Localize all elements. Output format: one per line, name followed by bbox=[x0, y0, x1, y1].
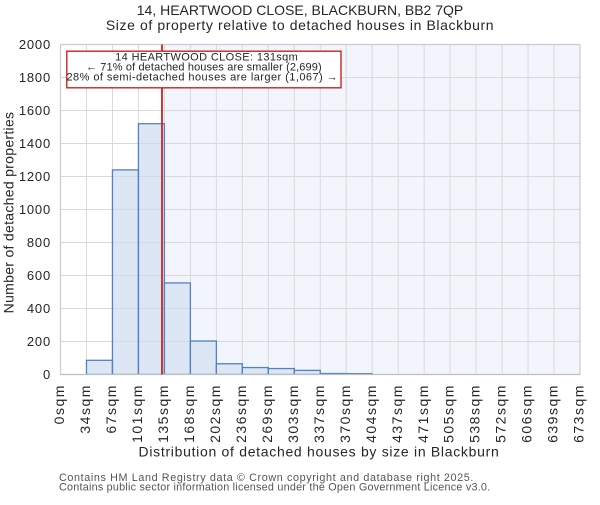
svg-text:1000: 1000 bbox=[19, 202, 51, 217]
svg-text:0: 0 bbox=[43, 367, 51, 382]
svg-text:2000: 2000 bbox=[19, 37, 51, 52]
svg-text:1200: 1200 bbox=[19, 169, 51, 184]
svg-text:200: 200 bbox=[27, 334, 51, 349]
svg-text:0sqm: 0sqm bbox=[51, 384, 67, 424]
svg-text:538sqm: 538sqm bbox=[467, 384, 483, 443]
svg-text:639sqm: 639sqm bbox=[545, 384, 561, 443]
svg-text:303sqm: 303sqm bbox=[285, 384, 301, 443]
svg-text:505sqm: 505sqm bbox=[441, 384, 457, 443]
svg-text:1600: 1600 bbox=[19, 103, 51, 118]
svg-text:1400: 1400 bbox=[19, 136, 51, 151]
svg-text:168sqm: 168sqm bbox=[181, 384, 197, 443]
svg-text:269sqm: 269sqm bbox=[259, 384, 275, 443]
svg-text:67sqm: 67sqm bbox=[103, 384, 119, 434]
svg-text:14, HEARTWOOD CLOSE, BLACKBURN: 14, HEARTWOOD CLOSE, BLACKBURN, BB2 7QP bbox=[137, 2, 464, 18]
svg-text:400: 400 bbox=[27, 301, 51, 316]
svg-text:471sqm: 471sqm bbox=[415, 384, 431, 443]
svg-text:← 71% of detached houses are s: ← 71% of detached houses are smaller (2,… bbox=[86, 62, 322, 74]
svg-text:1800: 1800 bbox=[19, 70, 51, 85]
svg-text:Contains public sector informa: Contains public sector information licen… bbox=[59, 482, 490, 494]
svg-text:600: 600 bbox=[27, 268, 51, 283]
svg-text:800: 800 bbox=[27, 235, 51, 250]
svg-text:34sqm: 34sqm bbox=[77, 384, 93, 434]
svg-text:370sqm: 370sqm bbox=[337, 384, 353, 443]
svg-text:337sqm: 337sqm bbox=[311, 384, 327, 443]
svg-text:135sqm: 135sqm bbox=[155, 384, 171, 443]
svg-text:673sqm: 673sqm bbox=[571, 384, 587, 443]
svg-text:14 HEARTWOOD CLOSE: 131sqm: 14 HEARTWOOD CLOSE: 131sqm bbox=[115, 52, 298, 64]
svg-text:28% of semi-detached houses ar: 28% of semi-detached houses are larger (… bbox=[66, 71, 338, 83]
svg-text:Contains HM Land Registry data: Contains HM Land Registry data © Crown c… bbox=[59, 472, 474, 484]
svg-text:101sqm: 101sqm bbox=[129, 384, 145, 443]
svg-text:606sqm: 606sqm bbox=[519, 384, 535, 443]
svg-text:236sqm: 236sqm bbox=[233, 384, 249, 443]
svg-text:Number of detached properties: Number of detached properties bbox=[1, 112, 17, 314]
svg-text:437sqm: 437sqm bbox=[389, 384, 405, 443]
svg-text:Distribution of detached house: Distribution of detached houses by size … bbox=[139, 444, 500, 460]
svg-text:202sqm: 202sqm bbox=[207, 384, 223, 443]
svg-text:404sqm: 404sqm bbox=[363, 384, 379, 443]
svg-text:Size of property relative to d: Size of property relative to detached ho… bbox=[106, 17, 494, 33]
svg-text:572sqm: 572sqm bbox=[493, 384, 509, 443]
